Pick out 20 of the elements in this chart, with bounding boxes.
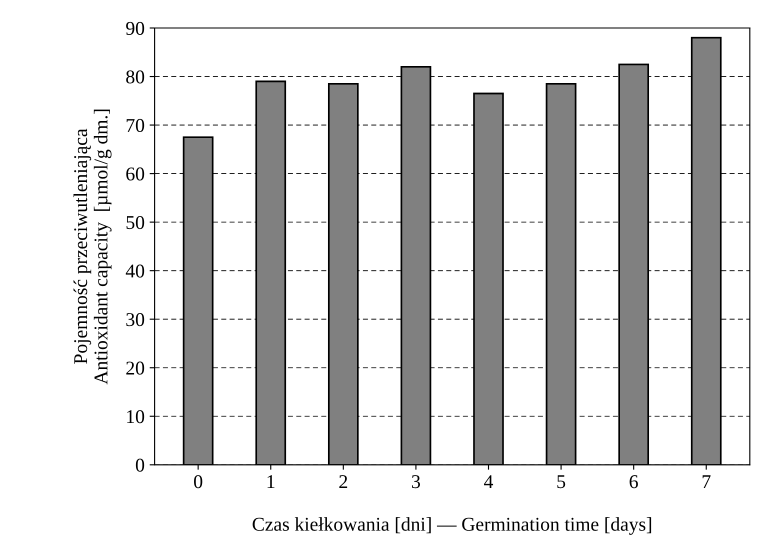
x-tick-label: 3	[412, 475, 420, 488]
y-tick-label: 50	[126, 216, 144, 230]
y-axis-title: Pojemność przeciwutleniająca Antioxidant capacity [µmol/g dm.]	[73, 110, 112, 384]
y-tick-label: 40	[126, 264, 144, 278]
y-tick-label: 80	[126, 70, 144, 84]
y-tick-label: 0	[136, 458, 144, 472]
x-tick-label: 5	[557, 475, 566, 488]
y-tick-label: 30	[126, 313, 144, 326]
y-tick-label: 60	[126, 167, 144, 181]
y-tick-label: 20	[126, 362, 144, 375]
x-tick-label: 7	[702, 475, 711, 488]
y-tick-label: 10	[127, 410, 144, 424]
x-tick-label: 4	[484, 475, 494, 488]
x-tick-label: 0	[194, 475, 202, 488]
x-tick-label: 2	[339, 475, 348, 488]
y-tick-label: 70	[126, 118, 144, 132]
x-tick-label: 1	[268, 475, 274, 488]
x-axis-title: Czas kiełkowania [dni] — Germination time [days]	[252, 517, 652, 535]
x-tick-label: 6	[630, 475, 638, 488]
y-tick-label: 90	[126, 22, 144, 35]
